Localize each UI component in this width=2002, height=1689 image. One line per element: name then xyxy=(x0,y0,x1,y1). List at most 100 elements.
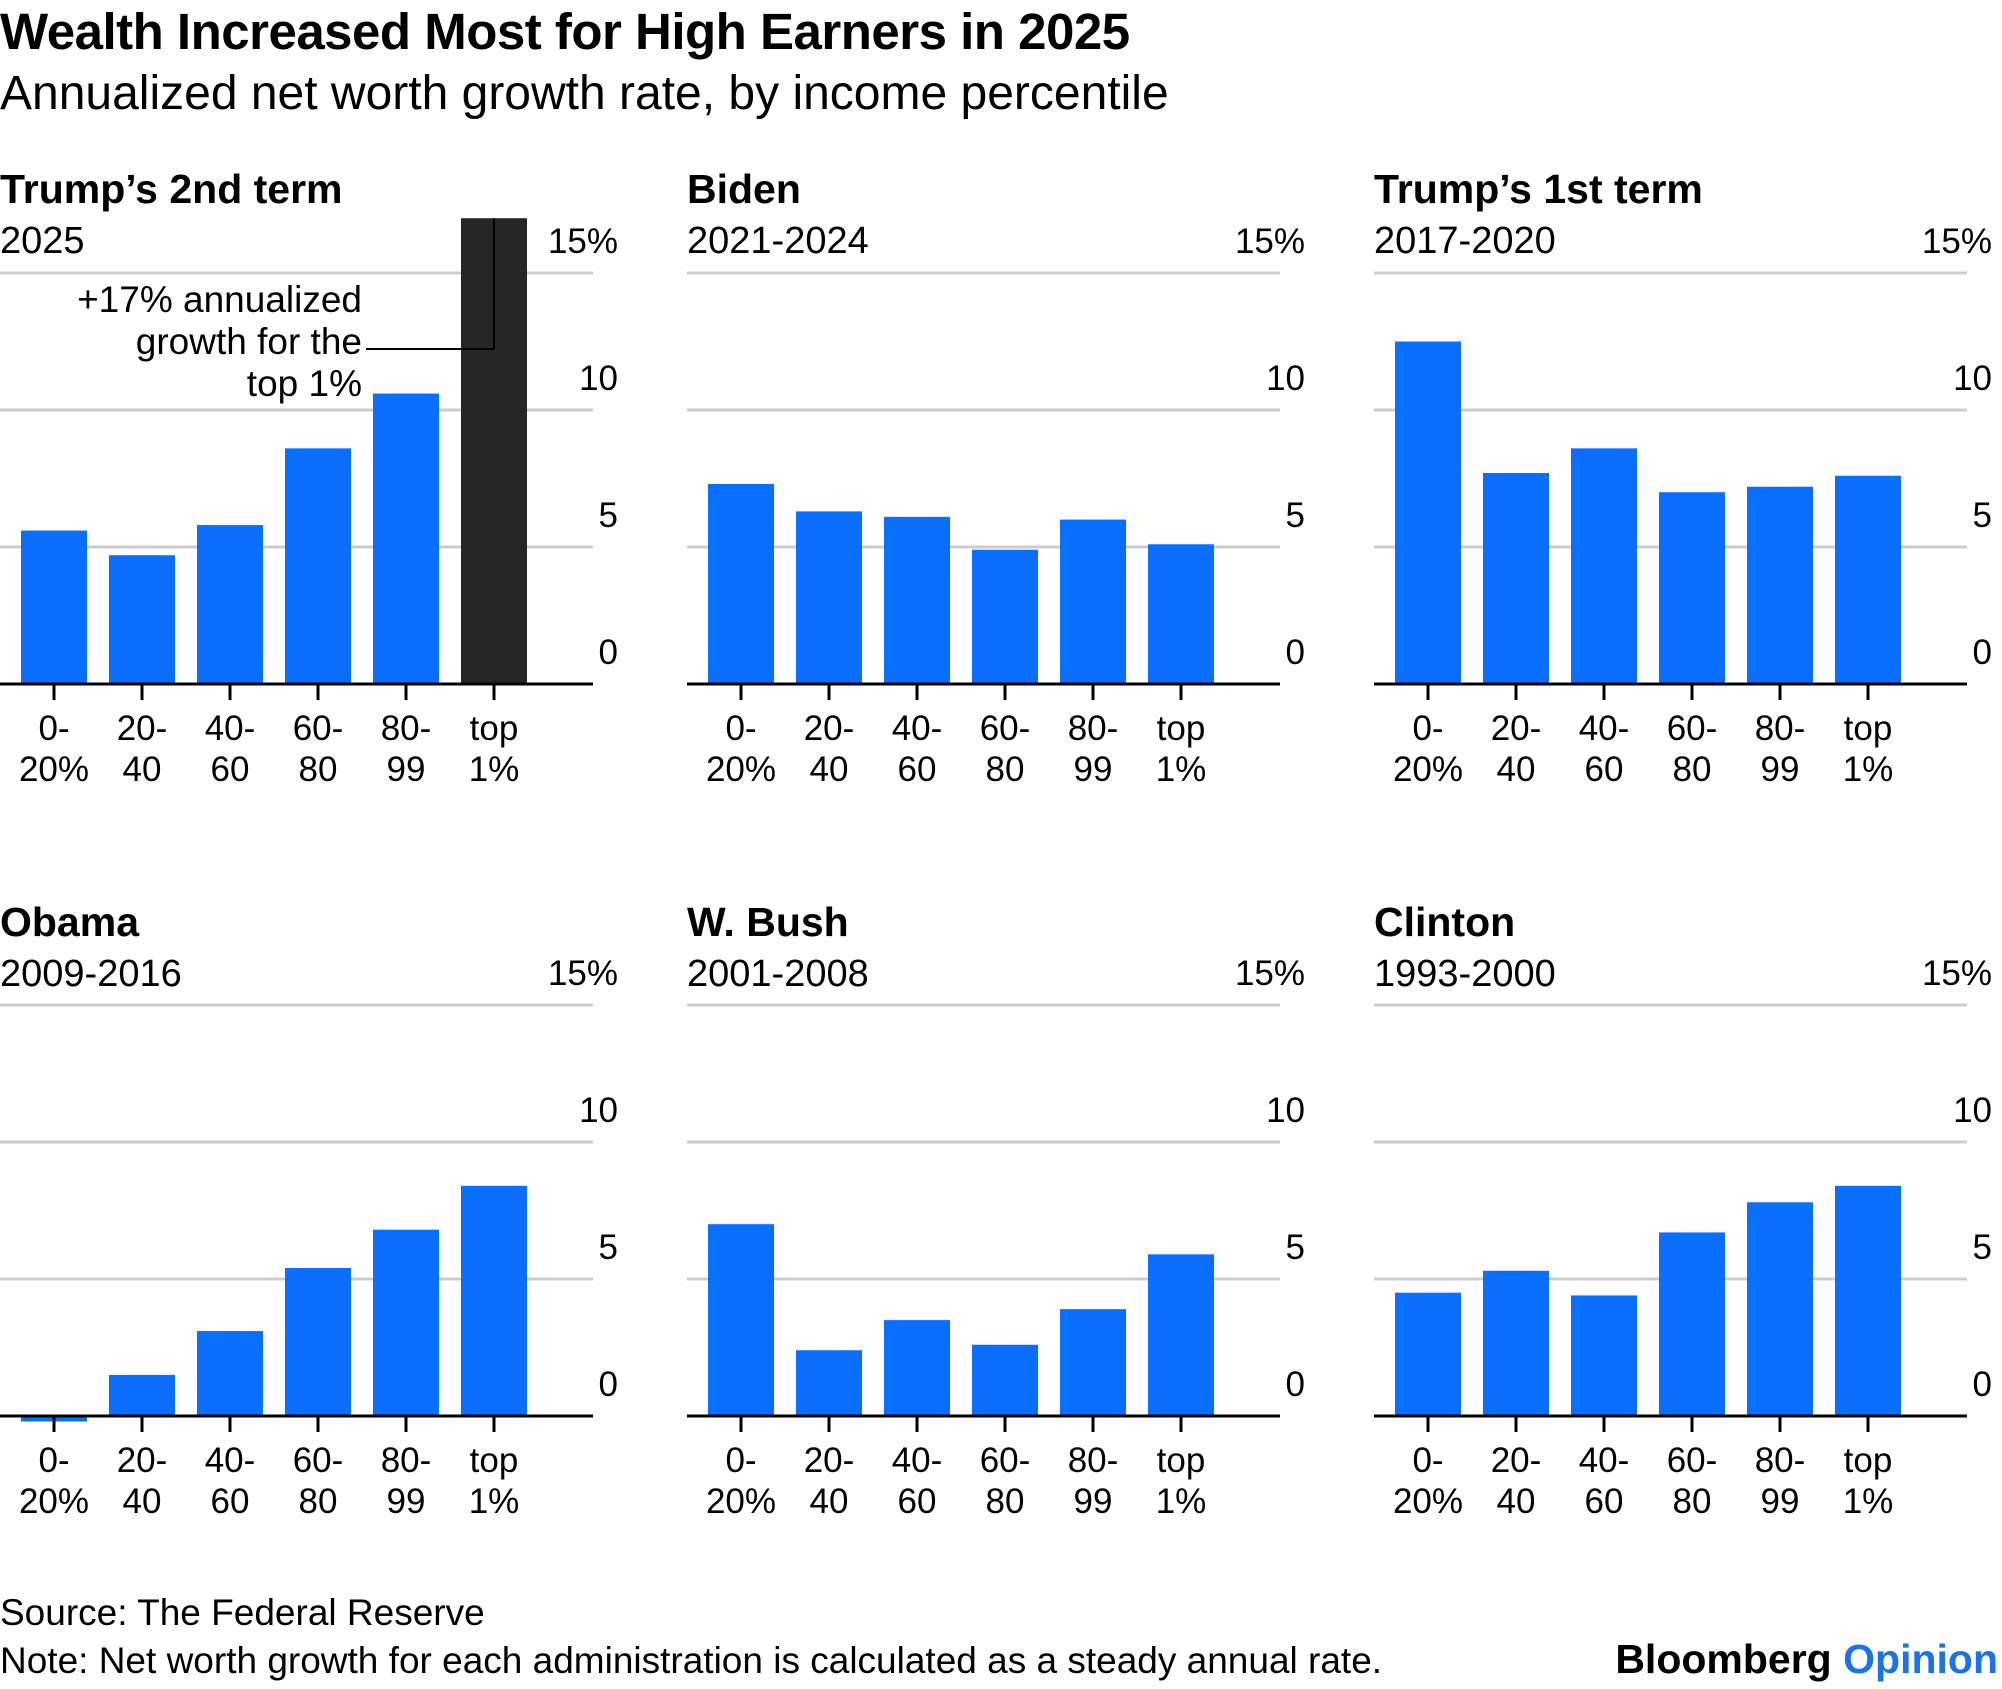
x-tick-label: 60 xyxy=(898,1482,937,1521)
x-tick-label: 80 xyxy=(1673,750,1712,789)
chart-title: Wealth Increased Most for High Earners i… xyxy=(0,3,1130,60)
x-tick-label: top xyxy=(470,709,519,748)
y-tick-label: 5 xyxy=(599,1228,618,1267)
methodology-note: Note: Net worth growth for each administ… xyxy=(0,1640,1383,1681)
x-tick-label: 20% xyxy=(1393,750,1463,789)
x-tick-label: 99 xyxy=(1761,750,1800,789)
bar xyxy=(972,1344,1038,1416)
x-tick-label: 40 xyxy=(123,750,162,789)
chart-panel: Trump’s 1st term 2017-2020 0 5 10 15% 0-20% 20-… xyxy=(1374,166,1992,789)
panel-subtitle: 2021-2024 xyxy=(687,220,869,262)
x-tick-label: 20% xyxy=(706,1482,776,1521)
x-tick-label: 99 xyxy=(387,1482,426,1521)
x-tick-label: 80- xyxy=(381,1441,432,1480)
annotation-text: +17% annualized xyxy=(77,279,362,320)
x-tick-label: 99 xyxy=(387,750,426,789)
x-tick-label: 80 xyxy=(299,750,338,789)
bar xyxy=(1835,1185,1901,1416)
bar xyxy=(197,1331,263,1416)
x-tick-label: 80 xyxy=(986,1482,1025,1521)
chart-panel: Clinton 1993-2000 0 5 10 15% 0-20% 20-40 40-60 60… xyxy=(1374,899,1992,1521)
bar xyxy=(1571,1295,1637,1416)
x-tick-label: 0- xyxy=(725,1441,756,1480)
y-tick-label: 0 xyxy=(1973,1365,1992,1404)
chart-panel: Trump’s 2nd term 2025 0 5 10 15% 0-20% 20-40 40-… xyxy=(0,166,618,789)
x-tick-label: 1% xyxy=(1843,1482,1894,1521)
y-tick-label: 15% xyxy=(548,222,618,261)
y-tick-label: 5 xyxy=(1973,496,1992,535)
brand-name: Bloomberg xyxy=(1615,1636,1832,1682)
x-tick-label: 20- xyxy=(1491,1441,1542,1480)
bar xyxy=(1659,492,1725,684)
x-tick-label: 40- xyxy=(1579,1441,1630,1480)
y-tick-label: 15% xyxy=(1235,954,1305,993)
x-tick-label: 80- xyxy=(1755,709,1806,748)
bar xyxy=(461,1185,527,1416)
bar xyxy=(796,1350,862,1416)
x-tick-label: top xyxy=(1157,1441,1206,1480)
bar xyxy=(796,511,862,684)
x-tick-label: 20- xyxy=(117,1441,168,1480)
y-tick-label: 15% xyxy=(1922,222,1992,261)
x-tick-label: 1% xyxy=(1156,1482,1207,1521)
panel-title: Obama xyxy=(0,899,140,945)
x-tick-label: 60- xyxy=(980,709,1031,748)
x-tick-label: 40 xyxy=(810,1482,849,1521)
y-tick-label: 10 xyxy=(579,359,618,398)
y-tick-label: 15% xyxy=(548,954,618,993)
bar xyxy=(1148,1254,1214,1416)
bar xyxy=(285,448,351,684)
x-tick-label: 1% xyxy=(469,1482,520,1521)
x-tick-label: top xyxy=(1844,709,1893,748)
bar xyxy=(884,1320,950,1416)
y-tick-label: 15% xyxy=(1922,954,1992,993)
x-tick-label: 60 xyxy=(211,750,250,789)
x-tick-label: 20- xyxy=(804,1441,855,1480)
panel-title: Trump’s 1st term xyxy=(1374,166,1703,212)
x-tick-label: 0- xyxy=(1412,709,1443,748)
bar xyxy=(1835,475,1901,684)
bar xyxy=(1483,473,1549,684)
bar xyxy=(1060,519,1126,684)
panel-subtitle: 2009-2016 xyxy=(0,953,182,995)
bar xyxy=(1060,1309,1126,1416)
bar xyxy=(1747,1202,1813,1416)
x-tick-label: top xyxy=(1157,709,1206,748)
y-tick-label: 5 xyxy=(1973,1228,1992,1267)
x-tick-label: 60- xyxy=(980,1441,1031,1480)
x-tick-label: top xyxy=(470,1441,519,1480)
x-tick-label: 20% xyxy=(19,750,89,789)
bar xyxy=(1571,448,1637,684)
brand-logo: Bloomberg Opinion xyxy=(1615,1636,1998,1683)
x-tick-label: 40- xyxy=(1579,709,1630,748)
panel-subtitle: 2001-2008 xyxy=(687,953,869,995)
x-tick-label: 60 xyxy=(1585,1482,1624,1521)
y-tick-label: 10 xyxy=(1953,1091,1992,1130)
x-tick-label: 60- xyxy=(1667,709,1718,748)
chart-panel: W. Bush 2001-2008 0 5 10 15% 0-20% 20-40 40-60 60… xyxy=(687,899,1305,1521)
x-tick-label: 20- xyxy=(804,709,855,748)
panel-subtitle: 2017-2020 xyxy=(1374,220,1556,262)
x-tick-label: 99 xyxy=(1074,1482,1113,1521)
x-tick-label: 40- xyxy=(892,1441,943,1480)
x-tick-label: 40- xyxy=(205,709,256,748)
x-tick-label: 20% xyxy=(1393,1482,1463,1521)
bar xyxy=(109,555,175,684)
chart-panel: Biden2021-2024051015%0-20%20-4040-6060-8… xyxy=(687,166,1305,789)
x-tick-label: 80- xyxy=(1068,1441,1119,1480)
bar xyxy=(21,530,87,684)
y-tick-label: 10 xyxy=(579,1091,618,1130)
x-tick-label: 0- xyxy=(38,709,69,748)
x-tick-label: 1% xyxy=(1843,750,1894,789)
x-tick-label: 99 xyxy=(1074,750,1113,789)
x-tick-label: 99 xyxy=(1761,1482,1800,1521)
small-multiples-charts: Trump’s 2nd term2025051015%0-20%20-4040-… xyxy=(0,166,1992,1521)
bar xyxy=(708,1224,774,1416)
x-tick-label: 0- xyxy=(1412,1441,1443,1480)
x-tick-label: 0- xyxy=(725,709,756,748)
panel-title: Trump’s 2nd term xyxy=(0,166,343,212)
y-tick-label: 10 xyxy=(1953,359,1992,398)
bar xyxy=(1395,341,1461,684)
bar xyxy=(884,516,950,684)
brand-section: Opinion xyxy=(1843,1636,1998,1682)
